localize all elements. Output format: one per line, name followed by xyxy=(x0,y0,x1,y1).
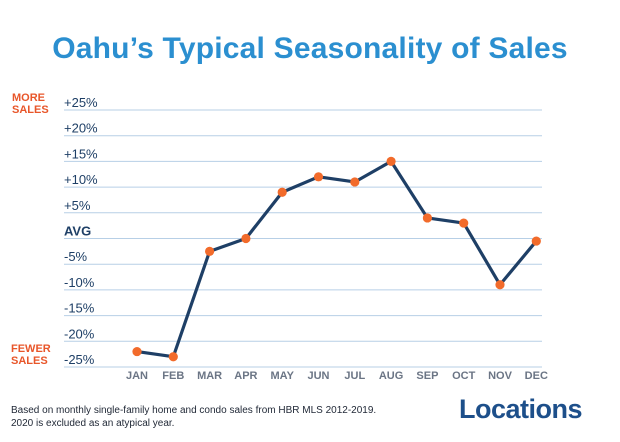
data-point xyxy=(205,246,215,256)
data-point xyxy=(386,156,396,166)
x-tick-label: MAY xyxy=(270,370,294,382)
more-sales-label: MORE xyxy=(12,92,45,104)
footnote-line-1: Based on monthly single-family home and … xyxy=(11,405,377,416)
data-point xyxy=(168,352,178,362)
data-point xyxy=(459,218,469,228)
x-tick-label: OCT xyxy=(452,370,476,382)
x-tick-label: DEC xyxy=(525,370,548,382)
footnote: Based on monthly single-family home and … xyxy=(11,404,431,430)
y-tick-label: -20% xyxy=(64,326,95,341)
x-tick-label: JUN xyxy=(307,370,329,382)
data-point xyxy=(531,236,541,246)
chart-title: Oahu’s Typical Seasonality of Sales xyxy=(52,32,568,65)
data-point xyxy=(277,187,287,197)
x-tick-label: NOV xyxy=(488,370,513,382)
y-tick-label: -25% xyxy=(64,352,95,367)
data-point xyxy=(313,172,324,182)
y-tick-label: -10% xyxy=(64,275,95,290)
y-tick-label: +20% xyxy=(64,121,98,136)
x-tick-label: SEP xyxy=(416,370,438,382)
y-tick-label: +10% xyxy=(64,172,98,187)
y-tick-label: AVG xyxy=(64,224,91,239)
x-tick-label: JAN xyxy=(126,370,148,382)
more-sales-label: SALES xyxy=(12,104,49,116)
data-point xyxy=(350,177,360,187)
y-tick-labels: +25% +20% +15% +10% +5% AVG -5% -10% -15% -20% -25… xyxy=(64,95,98,367)
y-tick-label: -15% xyxy=(64,301,95,316)
y-tick-label: +25% xyxy=(64,95,98,110)
locations-logo: Locations xyxy=(459,394,583,424)
x-tick-labels: JAN FEB MAR APR MAY JUN JUL AUG SEP OCT NOV DEC xyxy=(126,370,548,382)
data-point xyxy=(495,280,505,290)
fewer-sales-label: FEWER xyxy=(11,343,51,355)
x-tick-label: MAR xyxy=(197,370,222,382)
data-point xyxy=(241,233,251,244)
series-line-layer xyxy=(135,159,538,359)
data-point-layer xyxy=(132,156,541,362)
y-tick-label: +15% xyxy=(64,146,98,161)
y-tick-label: -5% xyxy=(64,249,88,264)
x-tick-label: APR xyxy=(234,370,257,382)
data-point xyxy=(422,213,432,223)
x-tick-label: JUL xyxy=(344,370,365,382)
y-tick-label: +5% xyxy=(64,198,91,213)
grid-layer xyxy=(64,109,542,368)
x-tick-label: FEB xyxy=(162,370,184,382)
fewer-sales-label: SALES xyxy=(11,355,48,367)
x-tick-label: AUG xyxy=(379,370,403,382)
series-line xyxy=(135,159,538,359)
data-point xyxy=(132,346,142,357)
footnote-line-2: 2020 is excluded as an atypical year. xyxy=(11,418,175,429)
